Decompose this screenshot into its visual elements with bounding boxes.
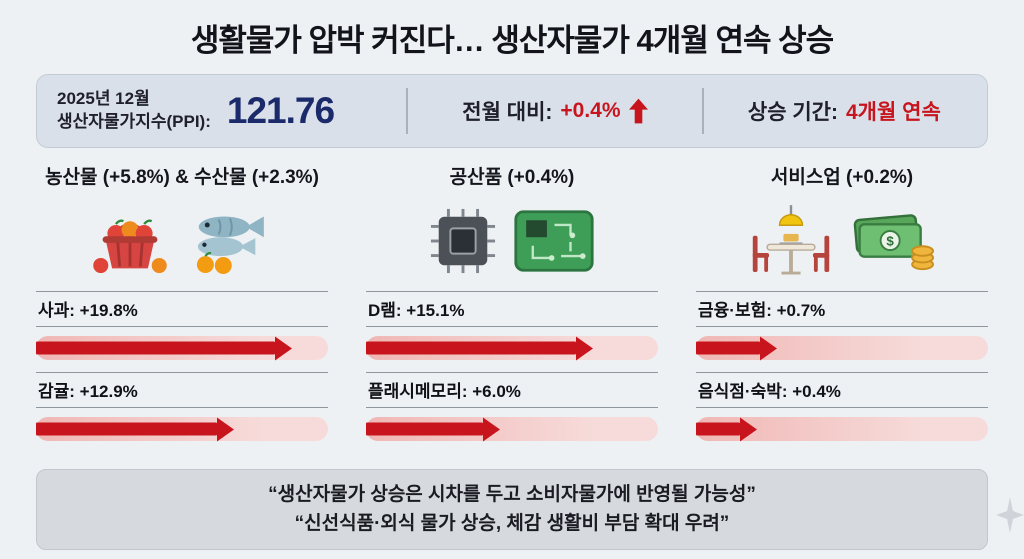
ppi-label: 2025년 12월 생산자물가지수(PPI):: [57, 88, 211, 134]
stat-label: 사과: +19.8%: [36, 291, 328, 327]
stat-bar-track: [36, 336, 328, 360]
mom-label: 전월 대비:: [462, 101, 553, 124]
stat-label: 금융·보험: +0.7%: [696, 291, 988, 327]
summary-divider: [406, 88, 409, 134]
mom-section: 전월 대비: +0.4%: [426, 96, 684, 126]
sparkle-decoration-icon: [996, 497, 1024, 533]
stat-bar-arrow: [696, 422, 740, 436]
fish-and-oranges-icon: [196, 216, 264, 274]
column-header: 농산물 (+5.8%) & 수산물 (+2.3%): [45, 167, 319, 188]
category-columns: 농산물 (+5.8%) & 수산물 (+2.3%): [36, 162, 988, 453]
period-value: 4개월 연속: [846, 101, 941, 124]
stat-row: D램: +15.1%: [366, 291, 658, 360]
stat-label: D램: +15.1%: [366, 291, 658, 327]
column-services: 서비스업 (+0.2%): [696, 162, 988, 453]
ppi-value: 121.76: [226, 90, 335, 131]
mom-value: +0.4%: [560, 99, 621, 122]
up-arrow-icon: [628, 98, 648, 124]
column-icons: [36, 193, 328, 289]
stat-bar-arrow: [366, 422, 483, 436]
summary-divider: [701, 88, 704, 134]
dining-table-icon: [752, 205, 830, 275]
stat-bar-track: [696, 336, 988, 360]
column-icons: $: [696, 193, 988, 289]
ppi-section: 2025년 12월 생산자물가지수(PPI): 121.76: [57, 88, 388, 134]
stat-bar-arrow: [36, 422, 218, 436]
stat-row: 음식점·숙박: +0.4%: [696, 372, 988, 441]
summary-bar: 2025년 12월 생산자물가지수(PPI): 121.76 전월 대비: +0…: [36, 74, 988, 148]
column-icons: [366, 193, 658, 289]
cpu-chip-icon: [430, 208, 496, 274]
fruit-basket-icon: [93, 219, 167, 274]
stat-bar-track: [696, 417, 988, 441]
column-header: 공산품 (+0.4%): [449, 167, 575, 188]
stat-bar-track: [36, 417, 328, 441]
stat-bar-track: [366, 417, 658, 441]
stat-row: 감귤: +12.9%: [36, 372, 328, 441]
period-label: 상승 기간:: [747, 101, 838, 124]
svg-text:$: $: [886, 233, 894, 248]
stat-row: 사과: +19.8%: [36, 291, 328, 360]
stat-bar-arrow: [36, 341, 276, 355]
footer-note: “생산자물가 상승은 시차를 두고 소비자물가에 반영될 가능성” “신선식품·…: [36, 469, 988, 550]
stat-label: 음식점·숙박: +0.4%: [696, 372, 988, 408]
ppi-label-month: 2025년 12월: [57, 89, 150, 109]
period-section: 상승 기간: 4개월 연속: [722, 96, 967, 126]
circuit-board-icon: [514, 210, 594, 272]
column-manufactured: 공산품 (+0.4%): [366, 162, 658, 453]
stat-bar-track: [366, 336, 658, 360]
stat-label: 감귤: +12.9%: [36, 372, 328, 408]
page-title: 생활물가 압박 커진다… 생산자물가 4개월 연속 상승: [190, 23, 834, 58]
stat-row: 플래시메모리: +6.0%: [366, 372, 658, 441]
column-header: 서비스업 (+0.2%): [770, 167, 914, 188]
ppi-label-name: 생산자물가지수(PPI):: [57, 112, 211, 131]
stat-bar-arrow: [696, 341, 761, 355]
column-agri-fish: 농산물 (+5.8%) & 수산물 (+2.3%): [36, 162, 328, 453]
footer-line-1: “생산자물가 상승은 시차를 두고 소비자물가에 반영될 가능성”: [268, 484, 756, 505]
footer-line-2: “신선식품·외식 물가 상승, 체감 생활비 부담 확대 우려”: [294, 512, 730, 534]
money-and-coins-icon: $: [853, 214, 935, 271]
stat-row: 금융·보험: +0.7%: [696, 291, 988, 360]
stat-bar-arrow: [366, 341, 577, 355]
stat-label: 플래시메모리: +6.0%: [366, 372, 658, 408]
